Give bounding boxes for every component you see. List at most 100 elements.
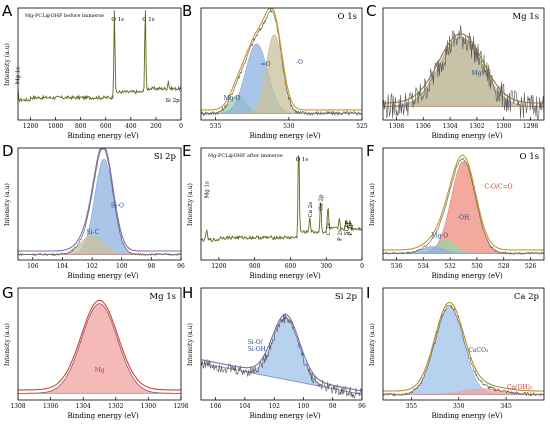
component-label: Mg <box>472 70 482 77</box>
peak-label: Mg 1s <box>16 67 22 84</box>
plot-frame <box>200 147 363 261</box>
chart-panel-a: 1200 1000 800 600 400 200 0 Mg-PCL@OHF before i… <box>16 7 183 130</box>
x-tick-label: 528 <box>498 263 510 270</box>
panel-letter: D <box>2 142 14 160</box>
chart-panel-f: C-O/C=O -OH Mg-O 536 534 532 530 528 526 O 1s <box>382 147 545 270</box>
peak-label: Ca 2s <box>308 202 314 218</box>
x-tick-label: 600 <box>285 263 297 270</box>
x-axis-label: Binding energy (eV) <box>67 272 139 280</box>
peak-label: P 2p <box>348 222 354 235</box>
x-tick-label: 1000 <box>48 123 63 130</box>
component-peak <box>383 160 544 254</box>
x-tick-label: 1304 <box>76 403 91 410</box>
plot-frame <box>382 7 545 121</box>
plot-frame <box>17 7 182 121</box>
x-axis-label: Binding energy (eV) <box>249 272 321 280</box>
raw-data-line <box>18 148 181 257</box>
x-axis-label: Binding energy (eV) <box>67 132 139 140</box>
x-tick-label: 350 <box>453 403 465 410</box>
x-tick-label: 532 <box>444 263 456 270</box>
x-tick-label: 98 <box>148 263 156 270</box>
y-axis-label: Intensity (a.u) <box>4 183 11 226</box>
chart-panel-d: Si-O Si-C 106 104 102 100 98 96 Si 2p <box>17 147 185 270</box>
fit-envelope <box>201 314 362 392</box>
x-tick-label: 104 <box>239 403 251 410</box>
chart-panel-i: CaCO₃ Ca(OH)₂ 355 350 345 Ca 2p <box>382 287 545 410</box>
peak-label: Si 2p <box>165 98 180 104</box>
y-axis-label: Intensity (a.u) <box>369 183 376 226</box>
x-tick-label: 535 <box>210 123 222 130</box>
panel-title: O 1s <box>338 12 357 22</box>
plot-frame <box>200 7 363 121</box>
x-axis-label: Binding energy (eV) <box>431 272 503 280</box>
panel-title: Si 2p <box>154 152 177 162</box>
x-tick-label: 100 <box>298 403 310 410</box>
component-label: Mg-O <box>224 95 241 102</box>
component-label: Si-O <box>111 202 124 209</box>
x-tick-label: 1200 <box>23 123 38 130</box>
plot-frame <box>17 147 182 261</box>
x-tick-label: 0 <box>179 123 183 130</box>
y-axis-label: Intensity (a.u) <box>4 323 11 366</box>
x-tick-label: 1298 <box>523 123 538 130</box>
panel-title: Mg 1s <box>512 12 539 22</box>
raw-data-line <box>383 157 544 255</box>
component-label: Mg-O <box>431 233 448 240</box>
peak-label: Ca 2p <box>319 194 325 211</box>
peak-label: O 1s <box>296 157 309 163</box>
panel-letter: I <box>366 284 371 302</box>
chart-panel-h: Si-O/Si-OH 106 104 102 100 98 96 Si 2p <box>200 287 366 410</box>
x-tick-label: 355 <box>406 403 418 410</box>
x-tick-label: 106 <box>27 263 39 270</box>
chart-panel-e: 1200 900 600 300 0 Mg-PCL@OHF after immerse Mg… <box>200 147 364 270</box>
x-axis-label: Binding energy (eV) <box>431 412 503 420</box>
panel-letter: H <box>182 284 194 302</box>
peak-label: P 2s <box>337 229 343 241</box>
panel-title: Si 2p <box>335 292 358 302</box>
component-label: -O <box>296 59 303 66</box>
x-axis-label: Binding energy (eV) <box>431 132 503 140</box>
x-tick-label: 400 <box>125 123 137 130</box>
peak-label: C 1s <box>326 223 332 235</box>
x-tick-label: 1306 <box>416 123 431 130</box>
component-label: Ca(OH)₂ <box>507 384 533 391</box>
x-tick-label: 530 <box>471 263 483 270</box>
x-tick-label: 530 <box>283 123 295 130</box>
x-tick-label: 600 <box>100 123 112 130</box>
component-label: CaCO₃ <box>468 347 489 354</box>
panel-letter: F <box>366 142 375 160</box>
fit-envelope <box>383 33 544 104</box>
fit-envelope <box>383 301 544 392</box>
y-axis-label: Intensity (a.u) <box>369 323 376 366</box>
peak-label: O 1s <box>111 17 124 23</box>
y-axis-label: Intensity (a.u) <box>187 183 194 226</box>
panel-letter: E <box>182 142 192 160</box>
panel-caption: Mg-PCL@OHF after immerse <box>208 152 283 159</box>
plot-frame <box>382 147 545 261</box>
x-tick-label: 526 <box>525 263 537 270</box>
x-tick-label: 536 <box>391 263 403 270</box>
x-tick-label: 534 <box>418 263 430 270</box>
plot-frame <box>382 287 545 401</box>
chart-panel-g: Mg 1308 1306 1304 1302 1300 1298 Mg 1s <box>10 287 189 410</box>
x-axis-label: Binding energy (eV) <box>67 412 139 420</box>
x-tick-label: 104 <box>57 263 69 270</box>
fit-envelope <box>18 148 181 252</box>
panel-caption: Mg-PCL@OHF before immerse <box>25 12 104 19</box>
y-axis-label: Intensity (a.u) <box>4 43 11 86</box>
x-tick-label: 1304 <box>442 123 457 130</box>
component-label: =O <box>261 61 271 68</box>
x-tick-label: 102 <box>86 263 98 270</box>
raw-data-line <box>18 303 181 394</box>
x-tick-label: 100 <box>116 263 128 270</box>
x-tick-label: 1308 <box>389 123 404 130</box>
panel-title: Ca 2p <box>514 292 540 302</box>
x-tick-label: 1298 <box>173 403 188 410</box>
component-peak <box>201 317 362 395</box>
plot-frame <box>17 287 182 401</box>
x-tick-label: 1302 <box>469 123 484 130</box>
x-tick-label: 106 <box>210 403 222 410</box>
x-tick-label: 800 <box>75 123 87 130</box>
x-tick-label: 525 <box>356 123 368 130</box>
chart-panel-b: Mg-O =O -O 535 530 525 O 1s <box>200 7 368 130</box>
